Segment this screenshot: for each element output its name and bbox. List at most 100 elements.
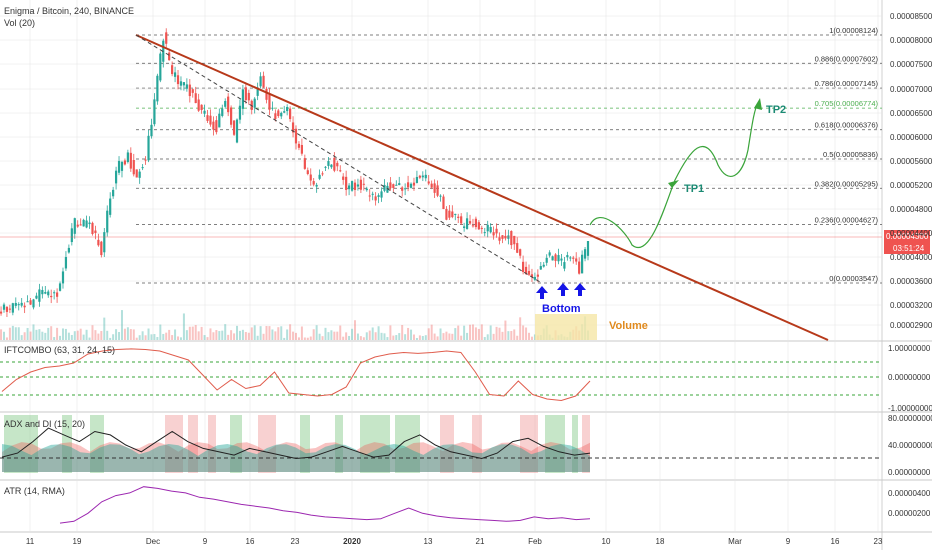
candle-body [188,84,191,97]
candle-body [182,82,186,86]
candle-body [44,292,47,294]
candle-body [179,81,183,86]
volume-bar [23,332,26,340]
volume-bar [64,328,67,340]
volume-bar [330,330,333,340]
volume-bar [365,332,368,340]
candle-body [436,185,439,196]
volume-bar [209,328,212,340]
adx-band [572,415,578,473]
volume-bar [200,326,203,340]
candle-body [483,232,486,234]
price-tick-label: 0.00003200 [890,301,932,310]
price-tick-label: 0.00007500 [890,60,932,69]
candle-body [542,264,545,267]
candle-body [445,208,448,220]
volume-bar [392,335,395,340]
candle-body [132,159,135,175]
volume-bar [241,329,244,340]
volume-label: Volume [609,320,648,332]
volume-bar [510,330,513,340]
candle-body [451,211,454,218]
volume-bar [339,325,342,340]
time-tick-label: Dec [146,537,160,546]
volume-bar [383,333,386,340]
volume-bar [106,330,109,340]
volume-bar [401,325,404,340]
atr-legend: ATR (14, RMA) [4,486,65,496]
candle-body [572,257,575,259]
volume-bar [336,331,339,340]
candle-body [398,183,401,186]
candle-body [50,295,53,298]
volume-bar [126,327,129,340]
volume-bar [233,333,236,340]
volume-bar [362,337,365,340]
candle-body [129,152,132,169]
candle-body [368,195,371,197]
volume-bar [259,326,262,340]
candle-body [259,76,262,87]
volume-bar [348,335,351,340]
dashed-channel-line[interactable] [135,34,541,283]
adx-background-bands [4,415,590,473]
candle-body [365,188,368,191]
projection-path[interactable] [589,102,759,249]
volume-bar [454,328,457,340]
volume-bar [103,317,106,340]
volume-bar [289,324,292,340]
candle-body [353,182,357,190]
volume-bar [168,329,171,340]
candle-body [303,158,306,169]
candle-body [404,188,407,190]
candle-body [159,53,162,81]
volume-bar [442,333,445,340]
candle-body [519,249,522,256]
candle-body [392,184,395,188]
volume-bar [256,335,259,340]
indicator-tick-label: 40.00000000 [888,441,932,450]
volume-bar [463,325,466,340]
descending-trendline[interactable] [135,34,829,341]
adx-band [208,415,216,473]
candle-body [88,222,91,225]
candle-body [230,107,233,125]
volume-bar [26,327,29,340]
candle-body [17,304,20,306]
candle-body [5,306,9,312]
candle-body [421,175,424,178]
price-tick-label: 0.00005600 [890,157,932,166]
candle-body [253,98,256,108]
volume-bar [474,327,477,340]
price-tick-label: 0.00003600 [890,277,932,286]
volume-bar [483,337,486,340]
candle-body [271,107,274,109]
volume-bar [236,325,239,340]
candle-body [55,292,59,297]
candle-body [309,174,312,181]
volume-bar [353,320,356,340]
candle-body [64,256,68,269]
volume-bar [185,330,188,340]
candle-body [495,228,498,234]
volume-bar [371,327,374,340]
volume-bar [418,335,421,340]
candle-body [533,276,537,280]
volume-bar [404,334,407,340]
volume-bar [76,330,79,340]
fib-levels: 1(0.00008124) 0.886(0.00007602) 0.786(0.00… [136,26,882,284]
volume-bar [165,332,168,340]
candle-body [41,290,44,295]
volume-bar [8,327,11,340]
volume-bar [466,332,469,340]
candle-body [73,218,76,234]
candle-body [171,65,174,75]
volume-bar [489,325,492,340]
candle-body [247,92,250,101]
candle-body [575,258,578,262]
time-tick-label: 16 [246,537,255,546]
candle-body [321,173,324,175]
volume-bar [448,333,451,340]
candle-body [330,164,333,168]
